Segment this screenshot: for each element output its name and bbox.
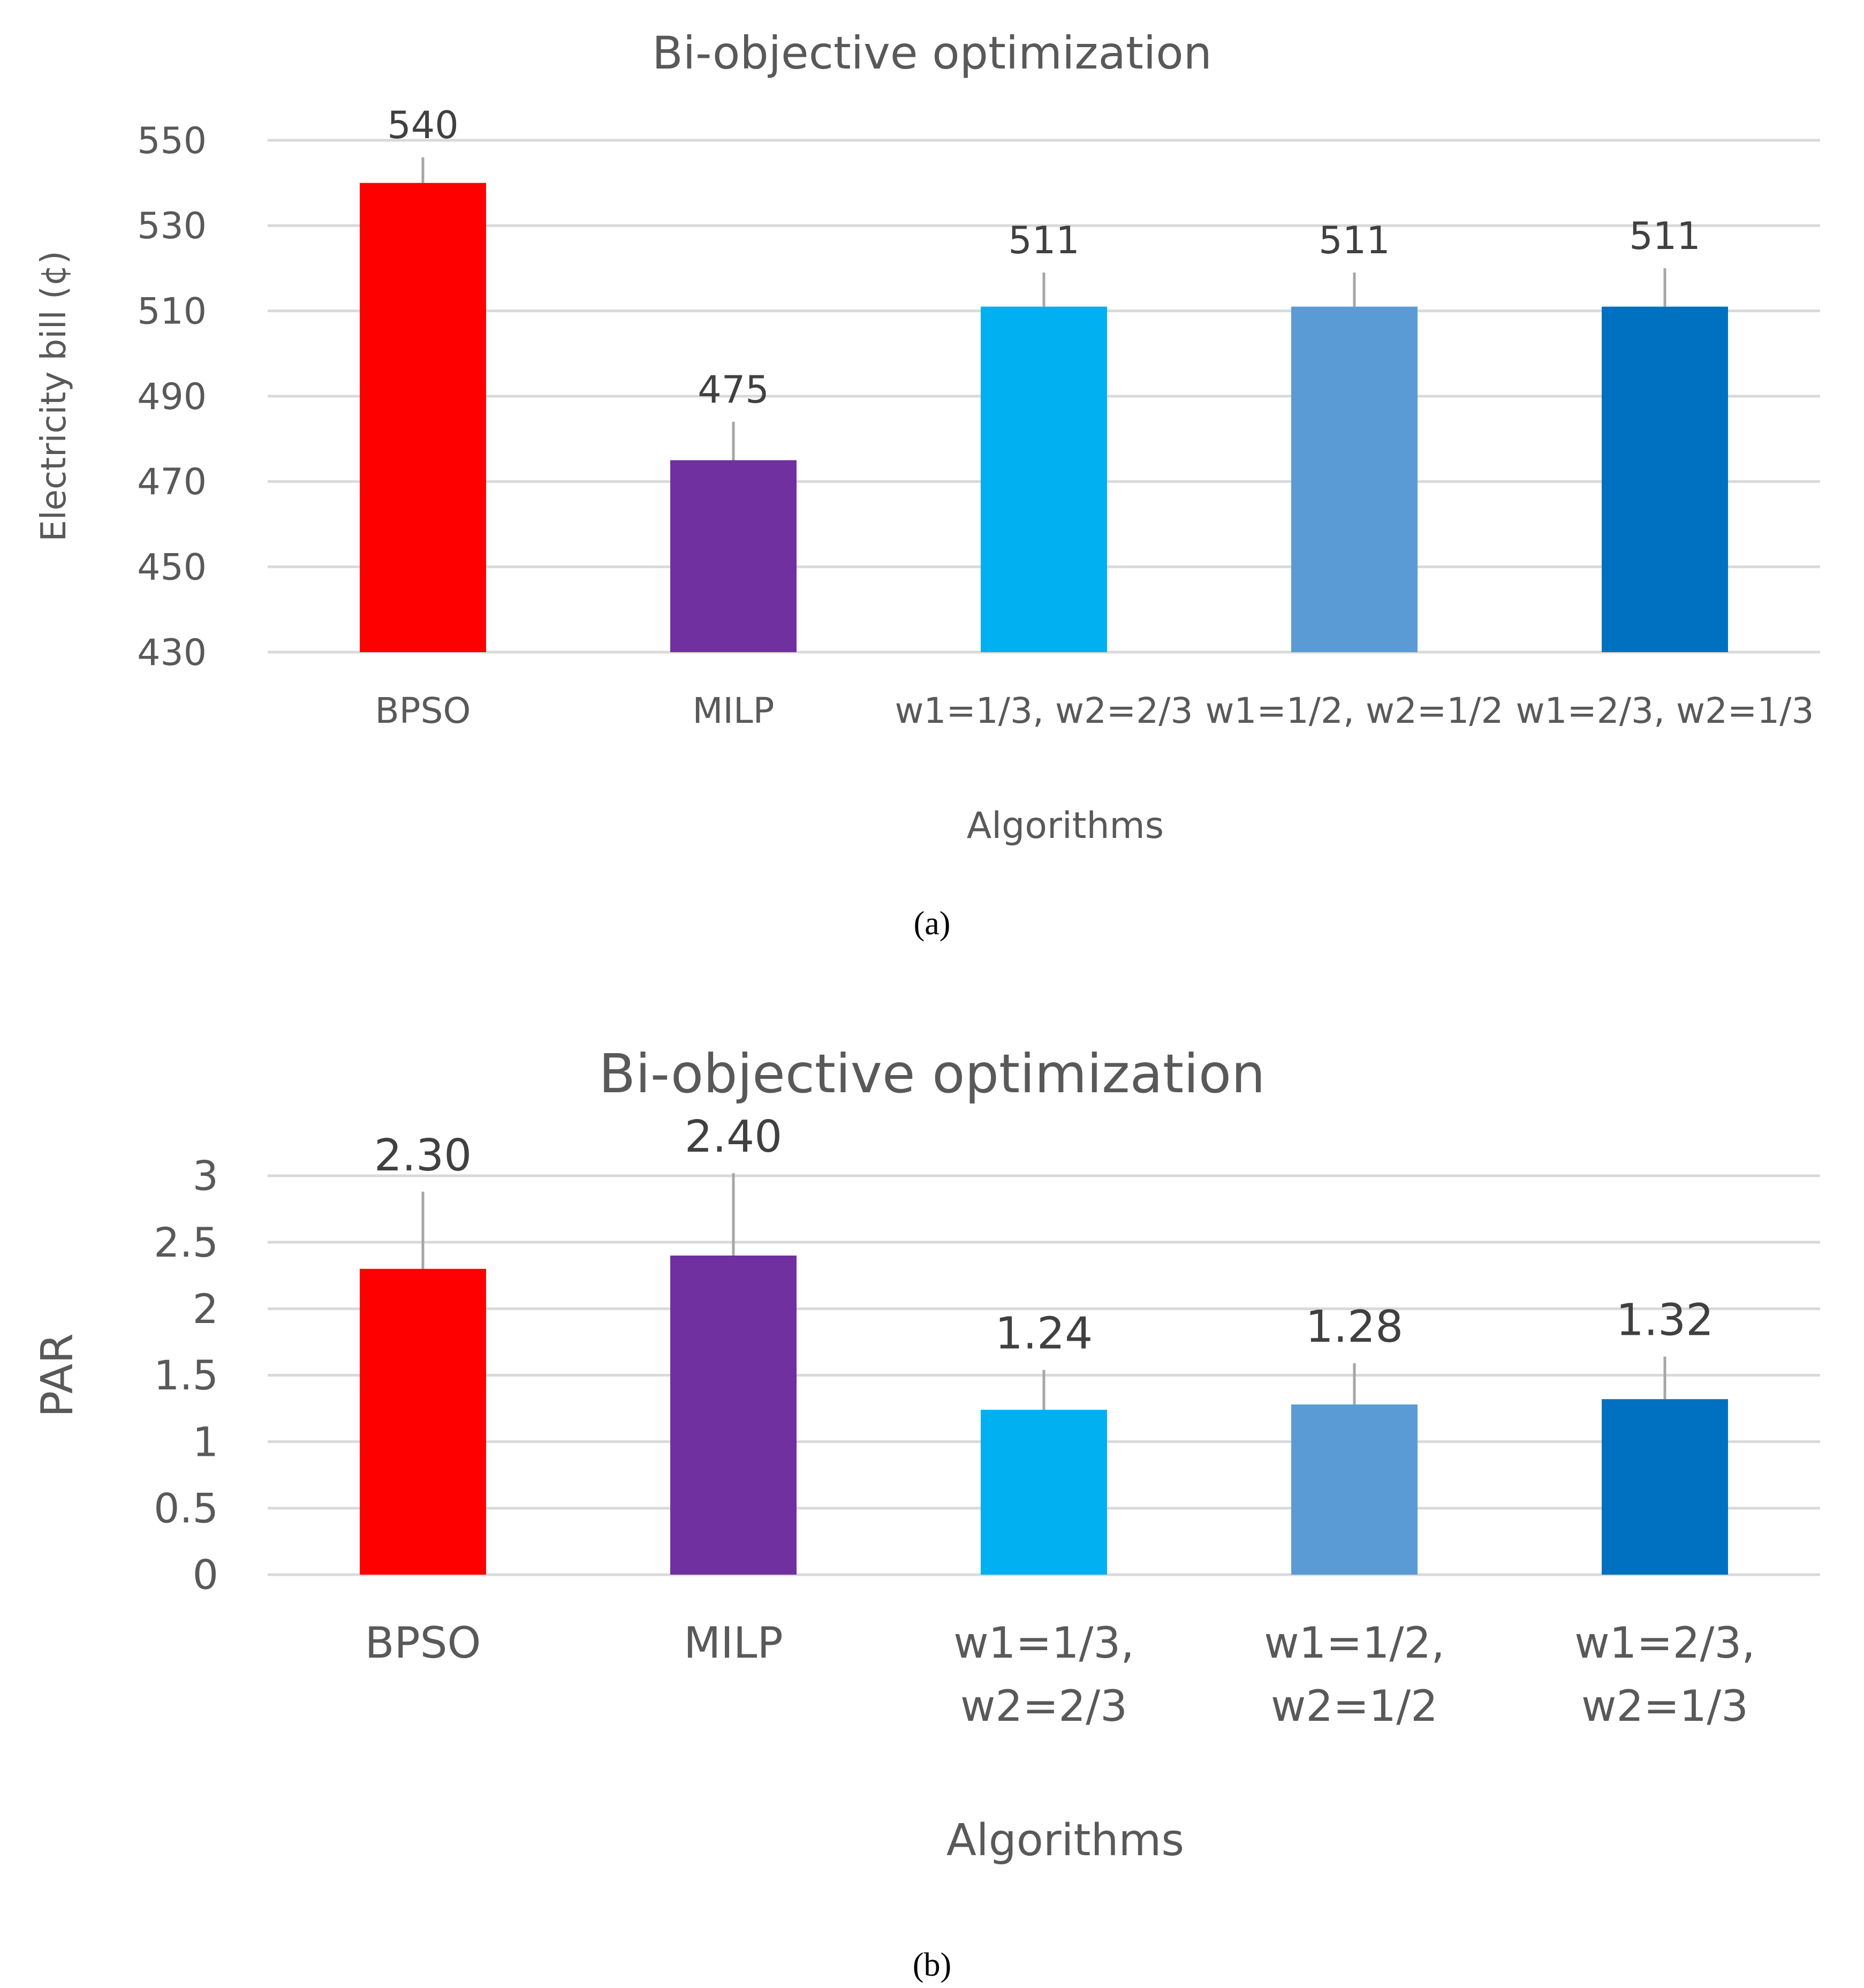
y-tick-label: 0 <box>193 1551 218 1599</box>
chart-a: 430 450 470 490 510 530 550 540 BPSO 475 MILP 511 w1… <box>34 27 1820 847</box>
x-tick-label: w1=1/2, w2=1/2 <box>1206 690 1504 731</box>
chart-title: Bi-objective optimization <box>599 1042 1266 1105</box>
bar-4 <box>1291 1404 1418 1575</box>
chart-b: 0 0.5 1 1.5 2 2.5 3 2.30 BPSO 2.40 MILP 1.24 w1=1/3,… <box>32 1042 1820 1866</box>
y-tick-label: 530 <box>137 205 207 247</box>
y-tick-label: 1 <box>193 1418 218 1465</box>
data-label: 1.32 <box>1616 1295 1714 1346</box>
data-label: 2.40 <box>685 1112 783 1162</box>
bar-2 <box>670 1256 797 1575</box>
x-tick-label: w1=2/3, w2=1/3 <box>1574 1618 1755 1731</box>
y-tick-label: 2.5 <box>154 1219 218 1266</box>
data-label: 511 <box>1008 218 1080 262</box>
y-tick-label: 490 <box>137 376 207 418</box>
bar-5 <box>1602 306 1728 652</box>
y-tick-label: 510 <box>137 290 207 332</box>
y-tick-label: 430 <box>137 632 207 674</box>
y-tick-label: 470 <box>137 461 207 503</box>
data-label: 511 <box>1629 214 1701 258</box>
y-tick-label: 450 <box>137 546 207 588</box>
y-tick-label: 550 <box>137 120 207 162</box>
bar-3 <box>981 1410 1107 1575</box>
x-tick-label: w1=1/3, w2=2/3 <box>953 1618 1134 1731</box>
y-tick-label: 2 <box>193 1285 218 1333</box>
x-tick-label: w1=1/2, w2=1/2 <box>1264 1618 1445 1731</box>
y-axis-title: Electricity bill (¢) <box>34 251 74 541</box>
data-label: 540 <box>387 103 459 147</box>
bar-5 <box>1602 1399 1728 1575</box>
caption-a: (a) <box>914 905 951 942</box>
caption-b: (b) <box>913 1947 951 1983</box>
x-tick-label: BPSO <box>365 1618 481 1668</box>
y-tick-label: 1.5 <box>154 1351 218 1399</box>
data-label: 1.28 <box>1306 1302 1404 1352</box>
x-tick-label: MILP <box>684 1618 783 1668</box>
bar-1 <box>360 1268 486 1575</box>
chart-title: Bi-objective optimization <box>652 27 1212 79</box>
bar-2 <box>670 460 797 652</box>
data-label: 475 <box>698 368 769 412</box>
x-tick-label: MILP <box>693 690 775 731</box>
x-axis-title: Algorithms <box>946 1815 1184 1866</box>
data-label: 511 <box>1319 218 1390 262</box>
bar-3 <box>981 306 1107 652</box>
x-tick-label: BPSO <box>375 690 471 731</box>
x-tick-label: w1=2/3, w2=1/3 <box>1516 690 1814 731</box>
bar-4 <box>1291 306 1418 652</box>
y-axis-title: PAR <box>32 1333 83 1417</box>
data-label: 1.24 <box>995 1309 1093 1359</box>
y-tick-label: 3 <box>193 1152 218 1200</box>
y-tick-label: 0.5 <box>154 1484 218 1532</box>
x-tick-label: w1=1/3, w2=2/3 <box>895 690 1193 731</box>
bar-1 <box>360 183 486 653</box>
x-axis-title: Algorithms <box>967 805 1164 847</box>
data-label: 2.30 <box>374 1130 472 1181</box>
